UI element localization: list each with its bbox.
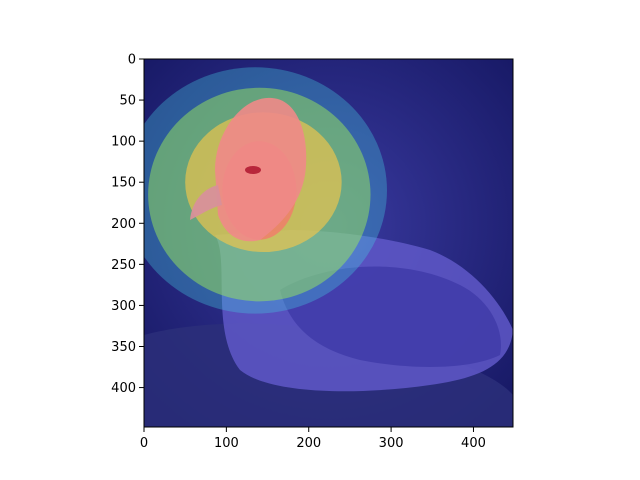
- y-tick-label: 200: [111, 217, 136, 232]
- y-tick-label: 250: [111, 258, 136, 273]
- x-axis: 0 100 200 300 400: [140, 427, 486, 451]
- y-tick-label: 100: [111, 135, 136, 150]
- bird-beak: [190, 185, 222, 220]
- axes-frame: [143, 58, 514, 428]
- bird-eye: [245, 166, 261, 174]
- bird-wing: [280, 266, 501, 367]
- x-tick-label: 0: [140, 436, 148, 451]
- y-tick-label: 50: [119, 94, 136, 109]
- y-tick-label: 300: [111, 299, 136, 314]
- heatmap-image: [144, 59, 513, 427]
- y-tick-label: 150: [111, 176, 136, 191]
- y-tick-label: 350: [111, 340, 136, 355]
- x-tick-label: 100: [214, 436, 239, 451]
- x-tick-label: 300: [379, 436, 404, 451]
- y-tick-label: 400: [111, 381, 136, 396]
- y-tick-label: 0: [128, 53, 136, 68]
- x-tick-label: 200: [296, 436, 321, 451]
- y-axis: 0 50 100 150 200 250 300 350 400: [111, 53, 144, 396]
- x-tick-label: 400: [461, 436, 486, 451]
